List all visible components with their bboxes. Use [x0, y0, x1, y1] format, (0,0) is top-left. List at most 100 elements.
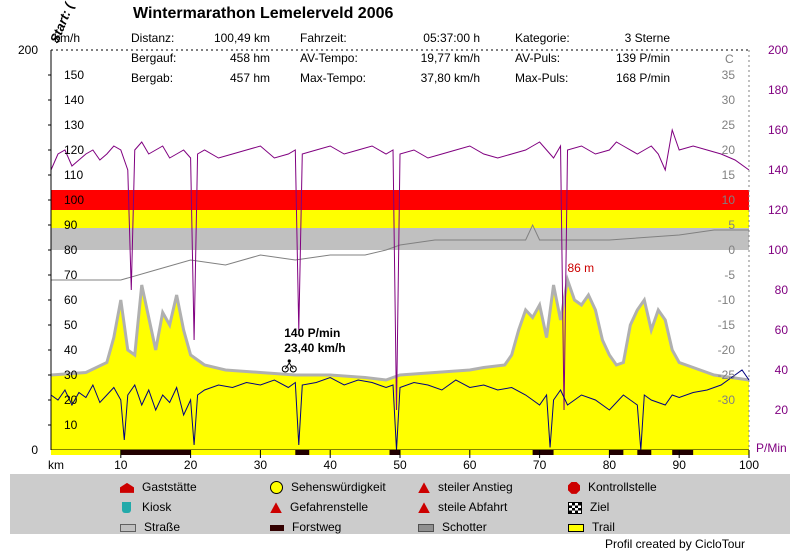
legend-label: Gaststätte: [142, 480, 197, 494]
legend-label: Sehenswürdigkeit: [291, 480, 386, 494]
forest-segment-3: [532, 450, 554, 455]
stat-value-bergab: 457 hm: [229, 71, 270, 85]
speed-tick-label: 100: [64, 193, 84, 207]
speed-tick-label: 150: [64, 68, 84, 82]
legend-item-gaststaette: Gaststätte: [120, 480, 197, 494]
series-lines: [50, 128, 750, 451]
annotation-speed: 23,40 km/h: [284, 341, 345, 355]
stat-value-fahrzeit: 05:37:00 h: [423, 31, 480, 45]
temperature-tick-label: 35: [722, 68, 736, 82]
elevation-bottom-label: 0: [31, 443, 38, 457]
forest-segment-6: [672, 450, 694, 455]
forest-segment-5: [637, 450, 652, 455]
speed-tick-label: 80: [64, 243, 78, 257]
stat-label-fahrzeit: Fahrzeit:: [300, 31, 347, 45]
x-tick-label: 40: [324, 458, 338, 472]
legend-item-strasse: Straße: [120, 520, 180, 534]
cup-icon: [122, 502, 131, 514]
stat-label-av-puls: AV-Puls:: [515, 51, 561, 65]
legend-label: steile Abfahrt: [438, 500, 508, 514]
temperature-tick-label: -30: [718, 393, 736, 407]
legend-item-steile-abfahrt: steile Abfahrt: [418, 500, 507, 514]
trail-icon: [568, 523, 584, 532]
x-tick-label: 50: [393, 458, 407, 472]
pulse-tick-label: 100: [768, 243, 788, 257]
legend-label: Gefahrenstelle: [290, 500, 369, 514]
temperature-tick-label: 15: [722, 168, 736, 182]
pulse-tick-label: 80: [775, 283, 789, 297]
stat-value-distanz: 100,49 km: [213, 31, 270, 45]
legend-item-kiosk: Kiosk: [120, 500, 171, 514]
legend-label: Kontrollstelle: [588, 480, 657, 494]
speed-line: [50, 369, 750, 451]
speed-tick-label: 50: [64, 318, 78, 332]
legend-label: Forstweg: [292, 520, 342, 534]
x-tick-label: 100: [739, 458, 759, 472]
speed-tick-label: 30: [64, 368, 78, 382]
speed-tick-label: 110: [64, 168, 83, 182]
temperature-tick-label: 0: [728, 243, 735, 257]
pulse-zone-1: [51, 210, 749, 228]
elevation-top-label: 200: [18, 43, 38, 57]
legend-item-steiler-anstieg: steiler Anstieg: [418, 480, 513, 494]
pulse-tick-label: 60: [775, 323, 789, 337]
temperature-tick-label: 5: [728, 218, 735, 232]
x-tick-label: 30: [254, 458, 268, 472]
speed-tick-label: 10: [64, 418, 78, 432]
temperature-tick-label: 25: [722, 118, 736, 132]
stat-label-max-puls: Max-Puls:: [515, 71, 569, 85]
stat-value-max-puls: 168 P/min: [615, 71, 670, 85]
gravel-icon: [418, 523, 434, 532]
pulse-tick-label: 180: [768, 83, 788, 97]
legend-item-trail: Trail: [568, 520, 615, 534]
speed-tick-label: 40: [64, 343, 78, 357]
pulse-tick-label: 20: [775, 403, 789, 417]
temperature-tick-label: -15: [718, 318, 736, 332]
x-tick-label: 80: [603, 458, 617, 472]
axes: [48, 49, 750, 458]
x-axis-label: km: [48, 458, 64, 472]
x-tick-label: 10: [114, 458, 128, 472]
temperature-unit-label: C: [725, 52, 734, 66]
legend-label: steiler Anstieg: [438, 480, 513, 494]
pulse-unit-label: P/Min: [756, 441, 787, 455]
legend-item-forstweg: Forstweg: [270, 520, 341, 534]
stat-value-kategorie: 3 Sterne: [624, 31, 670, 45]
forest-segment-2: [389, 450, 400, 455]
pulse-tick-label: 200: [768, 43, 788, 57]
chart-title: Wintermarathon Lemelerveld 2006: [133, 5, 394, 22]
x-tick-label: 90: [673, 458, 687, 472]
legend-item-sehenswuerdigkeit: Sehenswürdigkeit: [270, 480, 386, 495]
temperature-tick-label: 10: [722, 193, 736, 207]
forest-segment-0: [120, 450, 191, 455]
pulse-tick-label: 120: [768, 203, 788, 217]
chart-area: 10 20 30 40 50 60 70 80 90 100km10203040506070809…: [18, 0, 789, 472]
legend-item-schotter: Schotter: [418, 520, 487, 534]
stat-label-kategorie: Kategorie:: [515, 31, 570, 45]
pulse-zone-0: [51, 190, 749, 210]
pulse-zones: [51, 190, 749, 250]
legend-label: Straße: [144, 520, 181, 534]
elevation-area: [51, 280, 749, 450]
credit-text: Profil created by CicloTour: [605, 537, 746, 551]
warning-icon: [270, 502, 282, 514]
descent-sign-icon: [418, 502, 430, 514]
legend: Gaststätte Kiosk Straße Sehenswürdigkeit…: [10, 474, 790, 534]
legend-label: Kiosk: [142, 500, 172, 514]
temperature-tick-label: -10: [718, 293, 736, 307]
pulse-line: [50, 128, 750, 411]
pulse-tick-label: 140: [768, 163, 788, 177]
stat-label-bergauf: Bergauf:: [131, 51, 177, 65]
speed-tick-label: 90: [64, 218, 78, 232]
stat-label-bergab: Bergab:: [131, 71, 174, 85]
x-tick-label: 60: [463, 458, 477, 472]
forest-segment-1: [295, 450, 310, 455]
elevation-layer: [50, 274, 750, 450]
temperature-tick-label: -25: [718, 368, 736, 382]
x-tick-label: 20: [184, 458, 198, 472]
stop-sign-icon: [568, 481, 580, 494]
legend-label: Trail: [592, 520, 615, 534]
temperature-tick-label: -20: [718, 343, 736, 357]
bike-icon: [289, 365, 297, 373]
